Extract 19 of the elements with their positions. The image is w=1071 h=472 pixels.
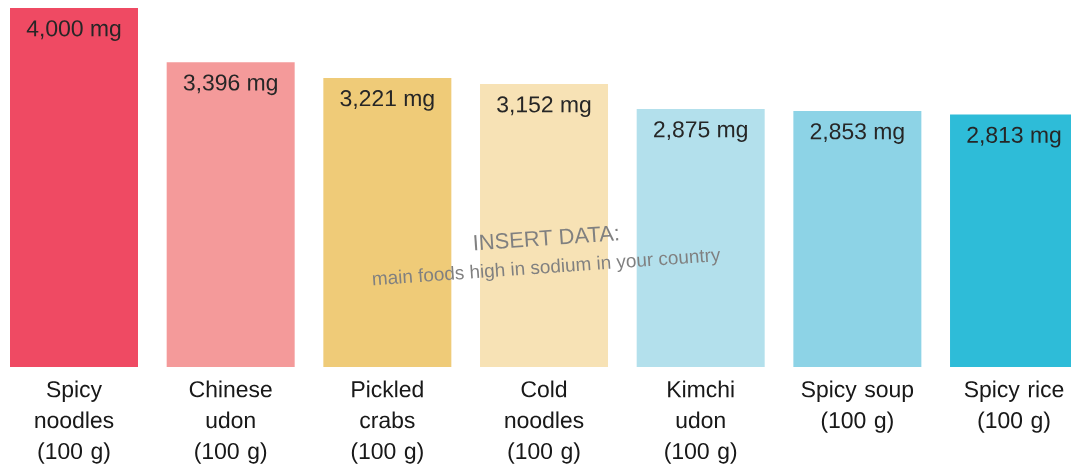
data-label: 2,813 mg: [967, 126, 1061, 148]
data-label: 4,000 mg: [26, 20, 121, 41]
data-label: 3,152 mg: [497, 96, 591, 118]
bar: [793, 110, 922, 367]
data-label: 2,875 mg: [654, 121, 747, 142]
x-tick-label: Pickled crabs (100 g): [351, 380, 423, 464]
data-label: 3,396 mg: [183, 74, 277, 96]
bar: [166, 62, 295, 367]
x-tick-label: Chinese udon (100 g): [189, 380, 272, 464]
x-tick-label: Spicy rice (100 g): [964, 380, 1064, 433]
bar: [10, 8, 138, 367]
x-tick-label: Cold noodles (100 g): [505, 380, 584, 464]
x-tick-label: Spicy noodles (100 g): [35, 380, 114, 464]
x-tick-label: Kimchi udon (100 g): [665, 380, 737, 464]
data-label: 2,853 mg: [810, 123, 904, 144]
x-tick-label: Spicy soup (100 g): [801, 380, 914, 433]
annotation: main foods high in sodium in your country: [372, 250, 720, 286]
annotation: INSERT DATA:: [474, 225, 619, 251]
data-label: 3,221 mg: [340, 90, 434, 111]
